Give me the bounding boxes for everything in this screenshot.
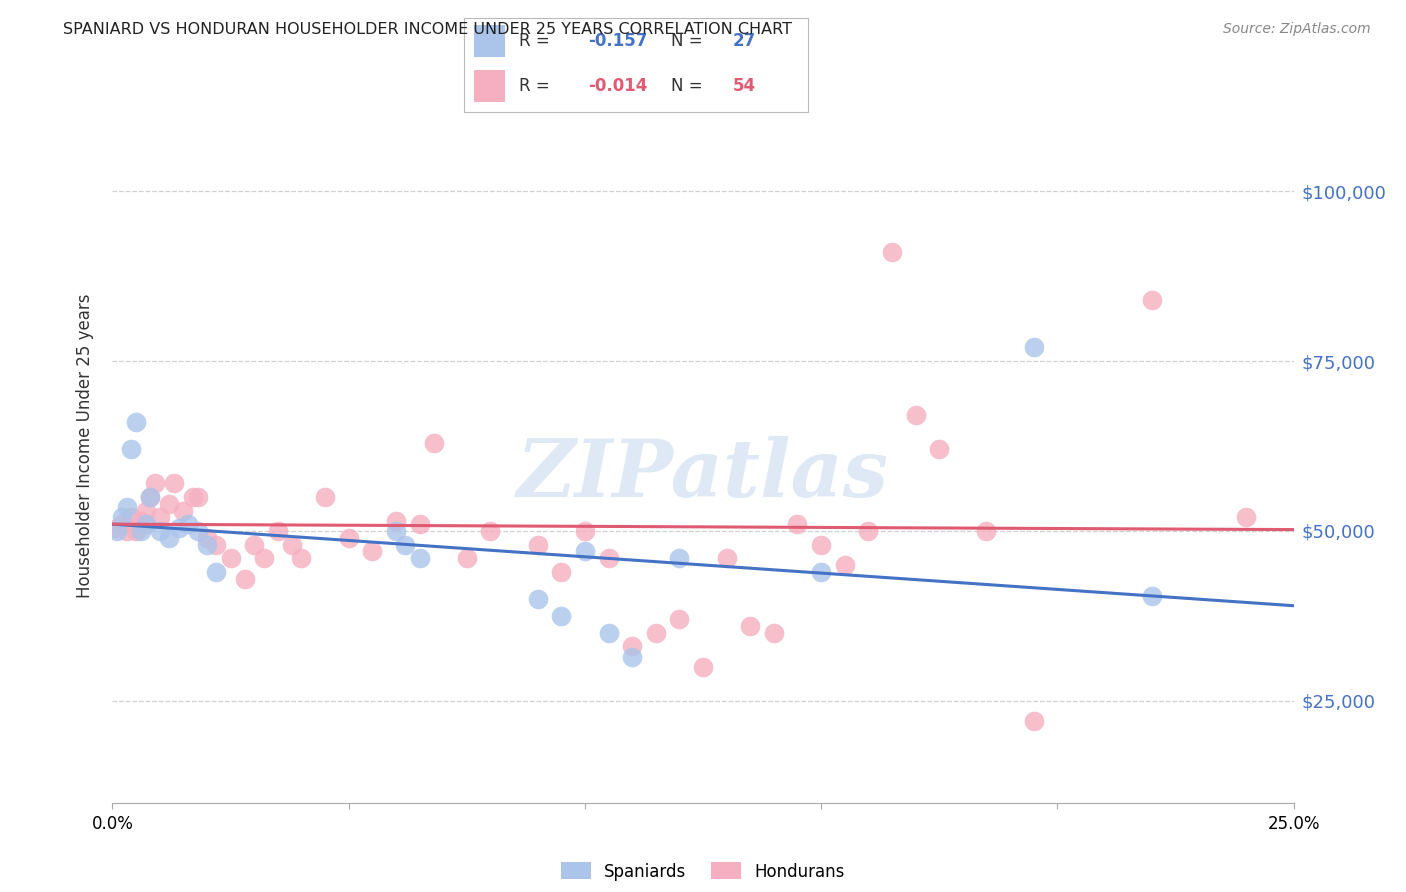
- Point: [598, 551, 620, 566]
- Point: [550, 565, 572, 579]
- Point: [422, 435, 444, 450]
- Point: [139, 490, 162, 504]
- Point: [125, 415, 148, 429]
- Point: [786, 517, 808, 532]
- Point: [479, 524, 502, 538]
- Text: ZIPatlas: ZIPatlas: [517, 436, 889, 513]
- Point: [621, 649, 644, 664]
- Point: [177, 517, 200, 532]
- Text: SPANIARD VS HONDURAN HOUSEHOLDER INCOME UNDER 25 YEARS CORRELATION CHART: SPANIARD VS HONDURAN HOUSEHOLDER INCOME …: [63, 22, 792, 37]
- Point: [135, 503, 157, 517]
- Y-axis label: Householder Income Under 25 years: Householder Income Under 25 years: [76, 293, 94, 599]
- Point: [904, 409, 927, 423]
- Point: [740, 619, 762, 633]
- Point: [205, 537, 228, 551]
- Point: [139, 490, 162, 504]
- Point: [163, 476, 186, 491]
- Point: [290, 551, 312, 566]
- Point: [253, 551, 276, 566]
- Point: [1022, 341, 1045, 355]
- Point: [574, 544, 596, 558]
- Point: [834, 558, 856, 572]
- Point: [157, 531, 180, 545]
- Point: [233, 572, 256, 586]
- Point: [574, 524, 596, 538]
- Point: [361, 544, 384, 558]
- Point: [668, 551, 690, 566]
- Point: [716, 551, 738, 566]
- Point: [810, 565, 832, 579]
- Point: [115, 500, 138, 515]
- Point: [880, 245, 903, 260]
- Point: [621, 640, 644, 654]
- Point: [115, 524, 138, 538]
- Point: [762, 626, 785, 640]
- Point: [692, 660, 714, 674]
- Point: [105, 524, 128, 538]
- Point: [181, 490, 204, 504]
- Point: [186, 524, 208, 538]
- Point: [120, 442, 142, 457]
- Text: -0.014: -0.014: [588, 78, 647, 95]
- Point: [129, 524, 152, 538]
- Point: [281, 537, 304, 551]
- Text: R =: R =: [519, 78, 555, 95]
- Text: N =: N =: [671, 78, 707, 95]
- Point: [928, 442, 950, 457]
- Text: N =: N =: [671, 32, 707, 50]
- Point: [526, 537, 548, 551]
- Point: [1022, 714, 1045, 729]
- Bar: [474, 70, 505, 103]
- Text: -0.157: -0.157: [588, 32, 647, 50]
- Point: [644, 626, 666, 640]
- Point: [526, 591, 548, 606]
- Legend: Spaniards, Hondurans: Spaniards, Hondurans: [554, 855, 852, 888]
- Point: [219, 551, 242, 566]
- Point: [550, 608, 572, 623]
- Point: [135, 517, 157, 532]
- Point: [394, 537, 416, 551]
- Point: [858, 524, 880, 538]
- Text: 54: 54: [733, 78, 756, 95]
- Point: [111, 517, 134, 532]
- Bar: [474, 25, 505, 57]
- Point: [149, 524, 172, 538]
- Point: [976, 524, 998, 538]
- Point: [205, 565, 228, 579]
- Point: [1140, 589, 1163, 603]
- Point: [149, 510, 172, 524]
- Point: [125, 524, 148, 538]
- Text: Source: ZipAtlas.com: Source: ZipAtlas.com: [1223, 22, 1371, 37]
- Point: [243, 537, 266, 551]
- Point: [267, 524, 290, 538]
- Point: [385, 514, 408, 528]
- Point: [157, 497, 180, 511]
- Point: [337, 531, 360, 545]
- Point: [810, 537, 832, 551]
- Point: [1140, 293, 1163, 307]
- Point: [111, 510, 134, 524]
- Point: [408, 517, 430, 532]
- Point: [195, 537, 218, 551]
- Point: [314, 490, 336, 504]
- Point: [105, 520, 128, 534]
- Point: [172, 503, 194, 517]
- Text: R =: R =: [519, 32, 555, 50]
- Point: [1234, 510, 1257, 524]
- Point: [408, 551, 430, 566]
- Point: [668, 612, 690, 626]
- Point: [598, 626, 620, 640]
- Point: [129, 514, 152, 528]
- Point: [120, 510, 142, 524]
- Point: [385, 524, 408, 538]
- Point: [456, 551, 478, 566]
- Point: [167, 520, 190, 534]
- Point: [143, 476, 166, 491]
- Text: 27: 27: [733, 32, 756, 50]
- Point: [186, 490, 208, 504]
- Point: [195, 531, 218, 545]
